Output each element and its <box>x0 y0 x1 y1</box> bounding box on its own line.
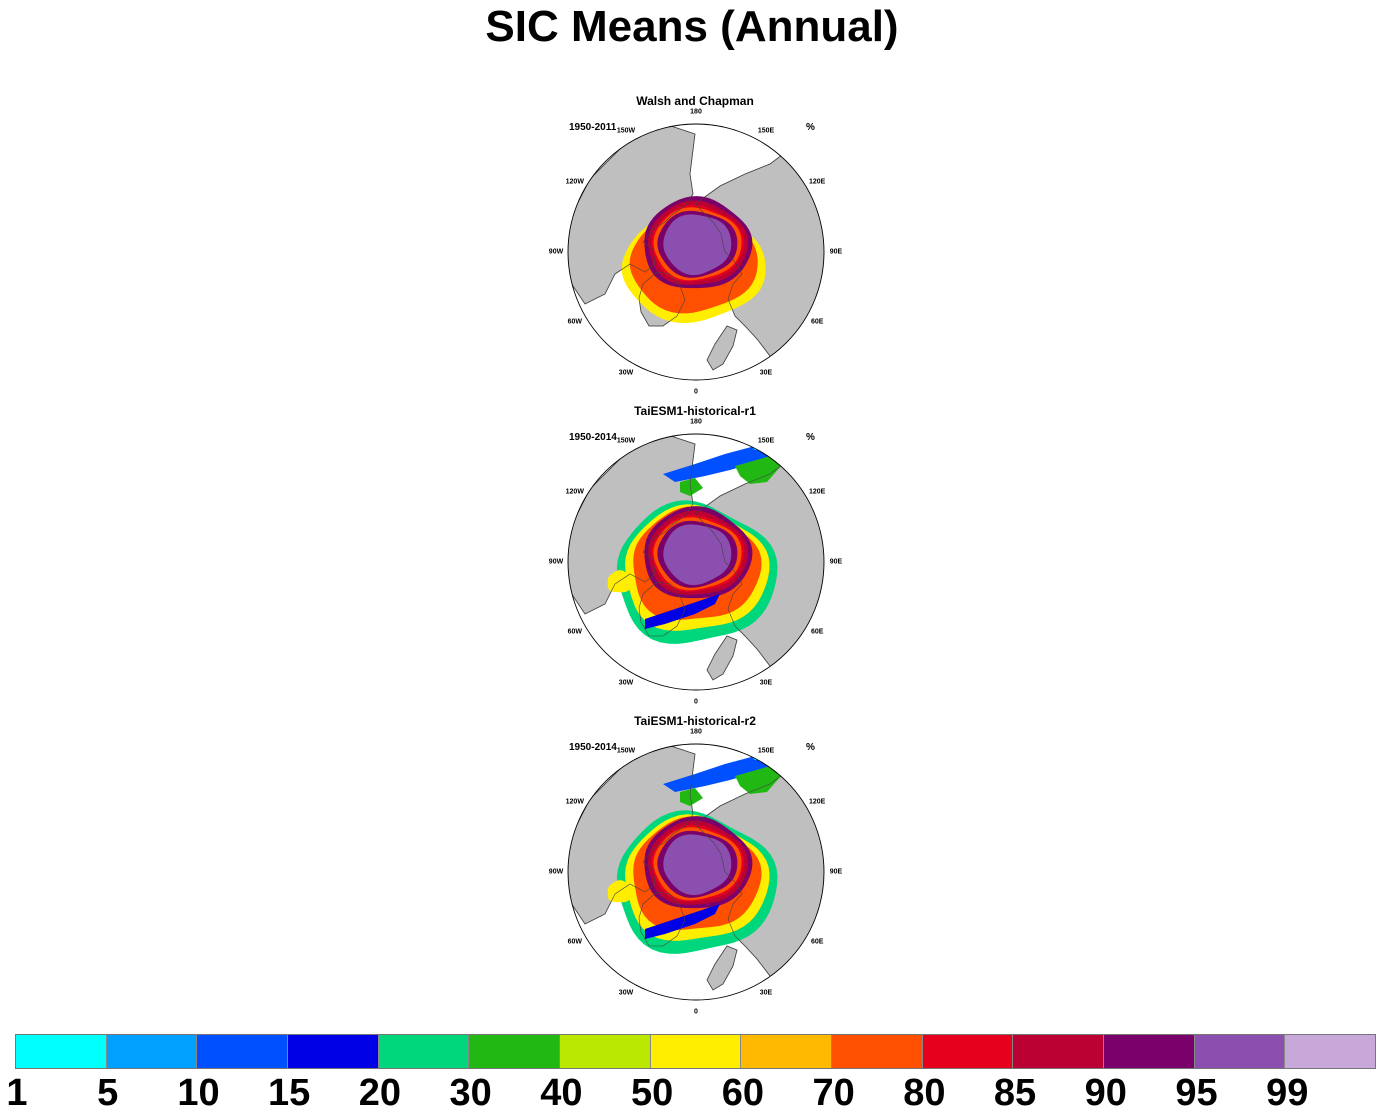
colorbar-box <box>288 1035 379 1068</box>
map-border <box>567 743 825 1001</box>
polar-map <box>567 743 825 1001</box>
longitude-label: 60W <box>567 628 582 636</box>
longitude-label: 120E <box>809 488 826 496</box>
polar-map <box>567 433 825 691</box>
longitude-label: 150E <box>757 747 775 755</box>
panel-period: 1950-2014 <box>569 432 617 443</box>
colorbar-box <box>469 1035 561 1068</box>
longitude-label: 120W <box>565 798 584 806</box>
figure-title: SIC Means (Annual) <box>485 2 899 51</box>
longitude-label: 0 <box>694 698 698 706</box>
longitude-label: 90E <box>829 558 843 566</box>
longitude-label: 180 <box>690 418 702 426</box>
panel-title: TaiESM1-historical-r2 <box>634 714 756 728</box>
panel-title: TaiESM1-historical-r1 <box>634 404 756 418</box>
map-border <box>567 433 825 691</box>
sea-ice-field <box>607 434 783 644</box>
map-border <box>567 123 825 381</box>
colorbar-label: 60 <box>721 1072 764 1114</box>
sea-ice-field <box>607 744 783 954</box>
panel-units: % <box>806 742 815 753</box>
longitude-label: 180 <box>690 728 702 736</box>
longitude-label: 90E <box>829 248 843 256</box>
colorbar-box <box>1013 1035 1105 1068</box>
longitude-label: 150E <box>757 127 775 135</box>
longitude-label: 30E <box>759 369 773 377</box>
panel-title: Walsh and Chapman <box>636 94 754 108</box>
colorbar-label: 40 <box>540 1072 583 1114</box>
longitude-label: 30E <box>759 989 773 997</box>
colorbar-label: 1 <box>6 1072 28 1114</box>
colorbar-box <box>922 1035 1014 1068</box>
longitude-label: 30E <box>759 679 773 687</box>
longitude-label: 90E <box>829 868 843 876</box>
longitude-label: 120E <box>809 798 826 806</box>
longitude-label: 30W <box>618 989 634 997</box>
longitude-label: 90W <box>548 558 564 566</box>
colorbar-label: 80 <box>903 1072 946 1114</box>
panel-period: 1950-2014 <box>569 742 617 753</box>
colorbar-label: 30 <box>449 1072 492 1114</box>
colorbar-label: 99 <box>1266 1072 1309 1114</box>
longitude-label: 0 <box>694 388 698 396</box>
colorbar-label: 10 <box>177 1072 220 1114</box>
colorbar-label: 15 <box>268 1072 311 1114</box>
panel-units: % <box>806 432 815 443</box>
colorbar-box <box>1285 1035 1376 1068</box>
colorbar-box <box>741 1035 833 1068</box>
colorbar-box <box>832 1035 923 1068</box>
colorbar-box <box>650 1035 742 1068</box>
longitude-label: 0 <box>694 1008 698 1016</box>
colorbar <box>15 1034 1376 1069</box>
colorbar-label: 90 <box>1084 1072 1127 1114</box>
colorbar-box <box>106 1035 198 1068</box>
longitude-label: 60E <box>810 938 824 946</box>
sea-ice-field <box>621 196 766 324</box>
colorbar-box <box>197 1035 289 1068</box>
colorbar-label: 5 <box>97 1072 119 1114</box>
colorbar-label: 70 <box>812 1072 855 1114</box>
map-panel: Walsh and Chapman 1950-2011% 180 150E 120E 90… <box>545 94 845 396</box>
longitude-label: 90W <box>548 868 564 876</box>
colorbar-box <box>378 1035 470 1068</box>
longitude-label: 150W <box>616 747 636 755</box>
longitude-label: 120W <box>565 488 584 496</box>
longitude-label: 120W <box>565 178 584 186</box>
longitude-label: 60E <box>810 318 824 326</box>
map-panel: TaiESM1-historical-r2 1950-2014% 180 150E 12… <box>545 714 845 1016</box>
longitude-label: 150W <box>616 127 636 135</box>
longitude-label: 90W <box>548 248 564 256</box>
longitude-label: 180 <box>690 108 702 116</box>
longitude-label: 150W <box>616 437 636 445</box>
polar-map <box>567 123 825 381</box>
panel-units: % <box>806 122 815 133</box>
colorbar-label: 50 <box>630 1072 674 1114</box>
longitude-label: 150E <box>757 437 775 445</box>
colorbar-label: 85 <box>993 1072 1037 1114</box>
longitude-label: 60W <box>567 938 582 946</box>
colorbar-box <box>16 1035 107 1068</box>
colorbar-label: 20 <box>358 1072 402 1114</box>
map-panel: TaiESM1-historical-r1 1950-2014% 180 150E 12… <box>545 404 845 706</box>
longitude-label: 120E <box>809 178 826 186</box>
panel-period: 1950-2011 <box>569 122 617 133</box>
longitude-label: 30W <box>618 369 634 377</box>
longitude-label: 30W <box>618 679 634 687</box>
colorbar-box <box>560 1035 651 1068</box>
colorbar-box <box>1194 1035 1286 1068</box>
longitude-label: 60W <box>567 318 582 326</box>
colorbar-box <box>1104 1035 1195 1068</box>
colorbar-label: 95 <box>1175 1072 1218 1114</box>
longitude-label: 60E <box>810 628 824 636</box>
